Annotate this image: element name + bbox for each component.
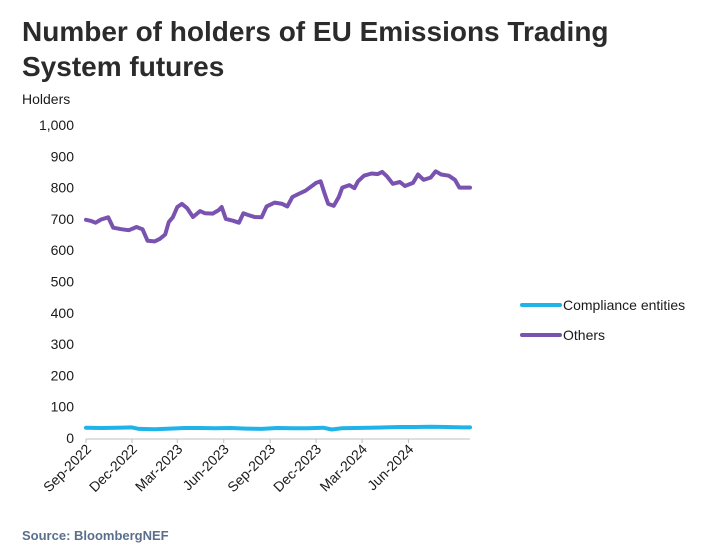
- legend[interactable]: Compliance entities Others: [520, 297, 685, 343]
- x-tick-label: Sep-2023: [224, 441, 278, 495]
- y-tick-label: 400: [51, 305, 75, 321]
- x-tick-label: Mar-2023: [132, 441, 186, 495]
- y-tick-label: 0: [66, 430, 74, 446]
- x-tick-label: Jun-2023: [179, 441, 232, 494]
- legend-label: Compliance entities: [563, 297, 685, 313]
- source-note: Source: BloombergNEF: [22, 528, 169, 543]
- chart-title: Number of holders of EU Emissions Tradin…: [22, 16, 609, 82]
- y-tick-label: 100: [51, 399, 75, 415]
- y-tick-label: 900: [51, 148, 75, 164]
- y-tick-label: 500: [51, 274, 75, 290]
- x-tick-label: Sep-2022: [40, 441, 94, 495]
- y-axis-label: Holders: [22, 91, 70, 107]
- y-tick-label: 300: [51, 336, 75, 352]
- y-tick-label: 200: [51, 367, 75, 383]
- y-tick-label: 700: [51, 211, 75, 227]
- y-tick-label: 800: [51, 180, 75, 196]
- x-tick-label: Dec-2022: [86, 441, 140, 495]
- series-line-compliance-entities: [84, 424, 472, 432]
- series-line-others: [84, 169, 472, 244]
- legend-label: Others: [563, 327, 605, 343]
- x-tick-label: Mar-2024: [316, 441, 370, 495]
- x-tick-label: Dec-2023: [270, 441, 324, 495]
- series-lines: [84, 169, 472, 432]
- y-tick-label: 600: [51, 242, 75, 258]
- x-axis-ticks: Sep-2022Dec-2022Mar-2023Jun-2023Sep-2023…: [40, 439, 417, 495]
- x-tick-label: Jun-2024: [364, 441, 417, 494]
- y-axis-ticks: 0 100 200 300 400 500 600 700 800 900 1,000: [39, 117, 74, 446]
- y-tick-label: 1,000: [39, 117, 74, 133]
